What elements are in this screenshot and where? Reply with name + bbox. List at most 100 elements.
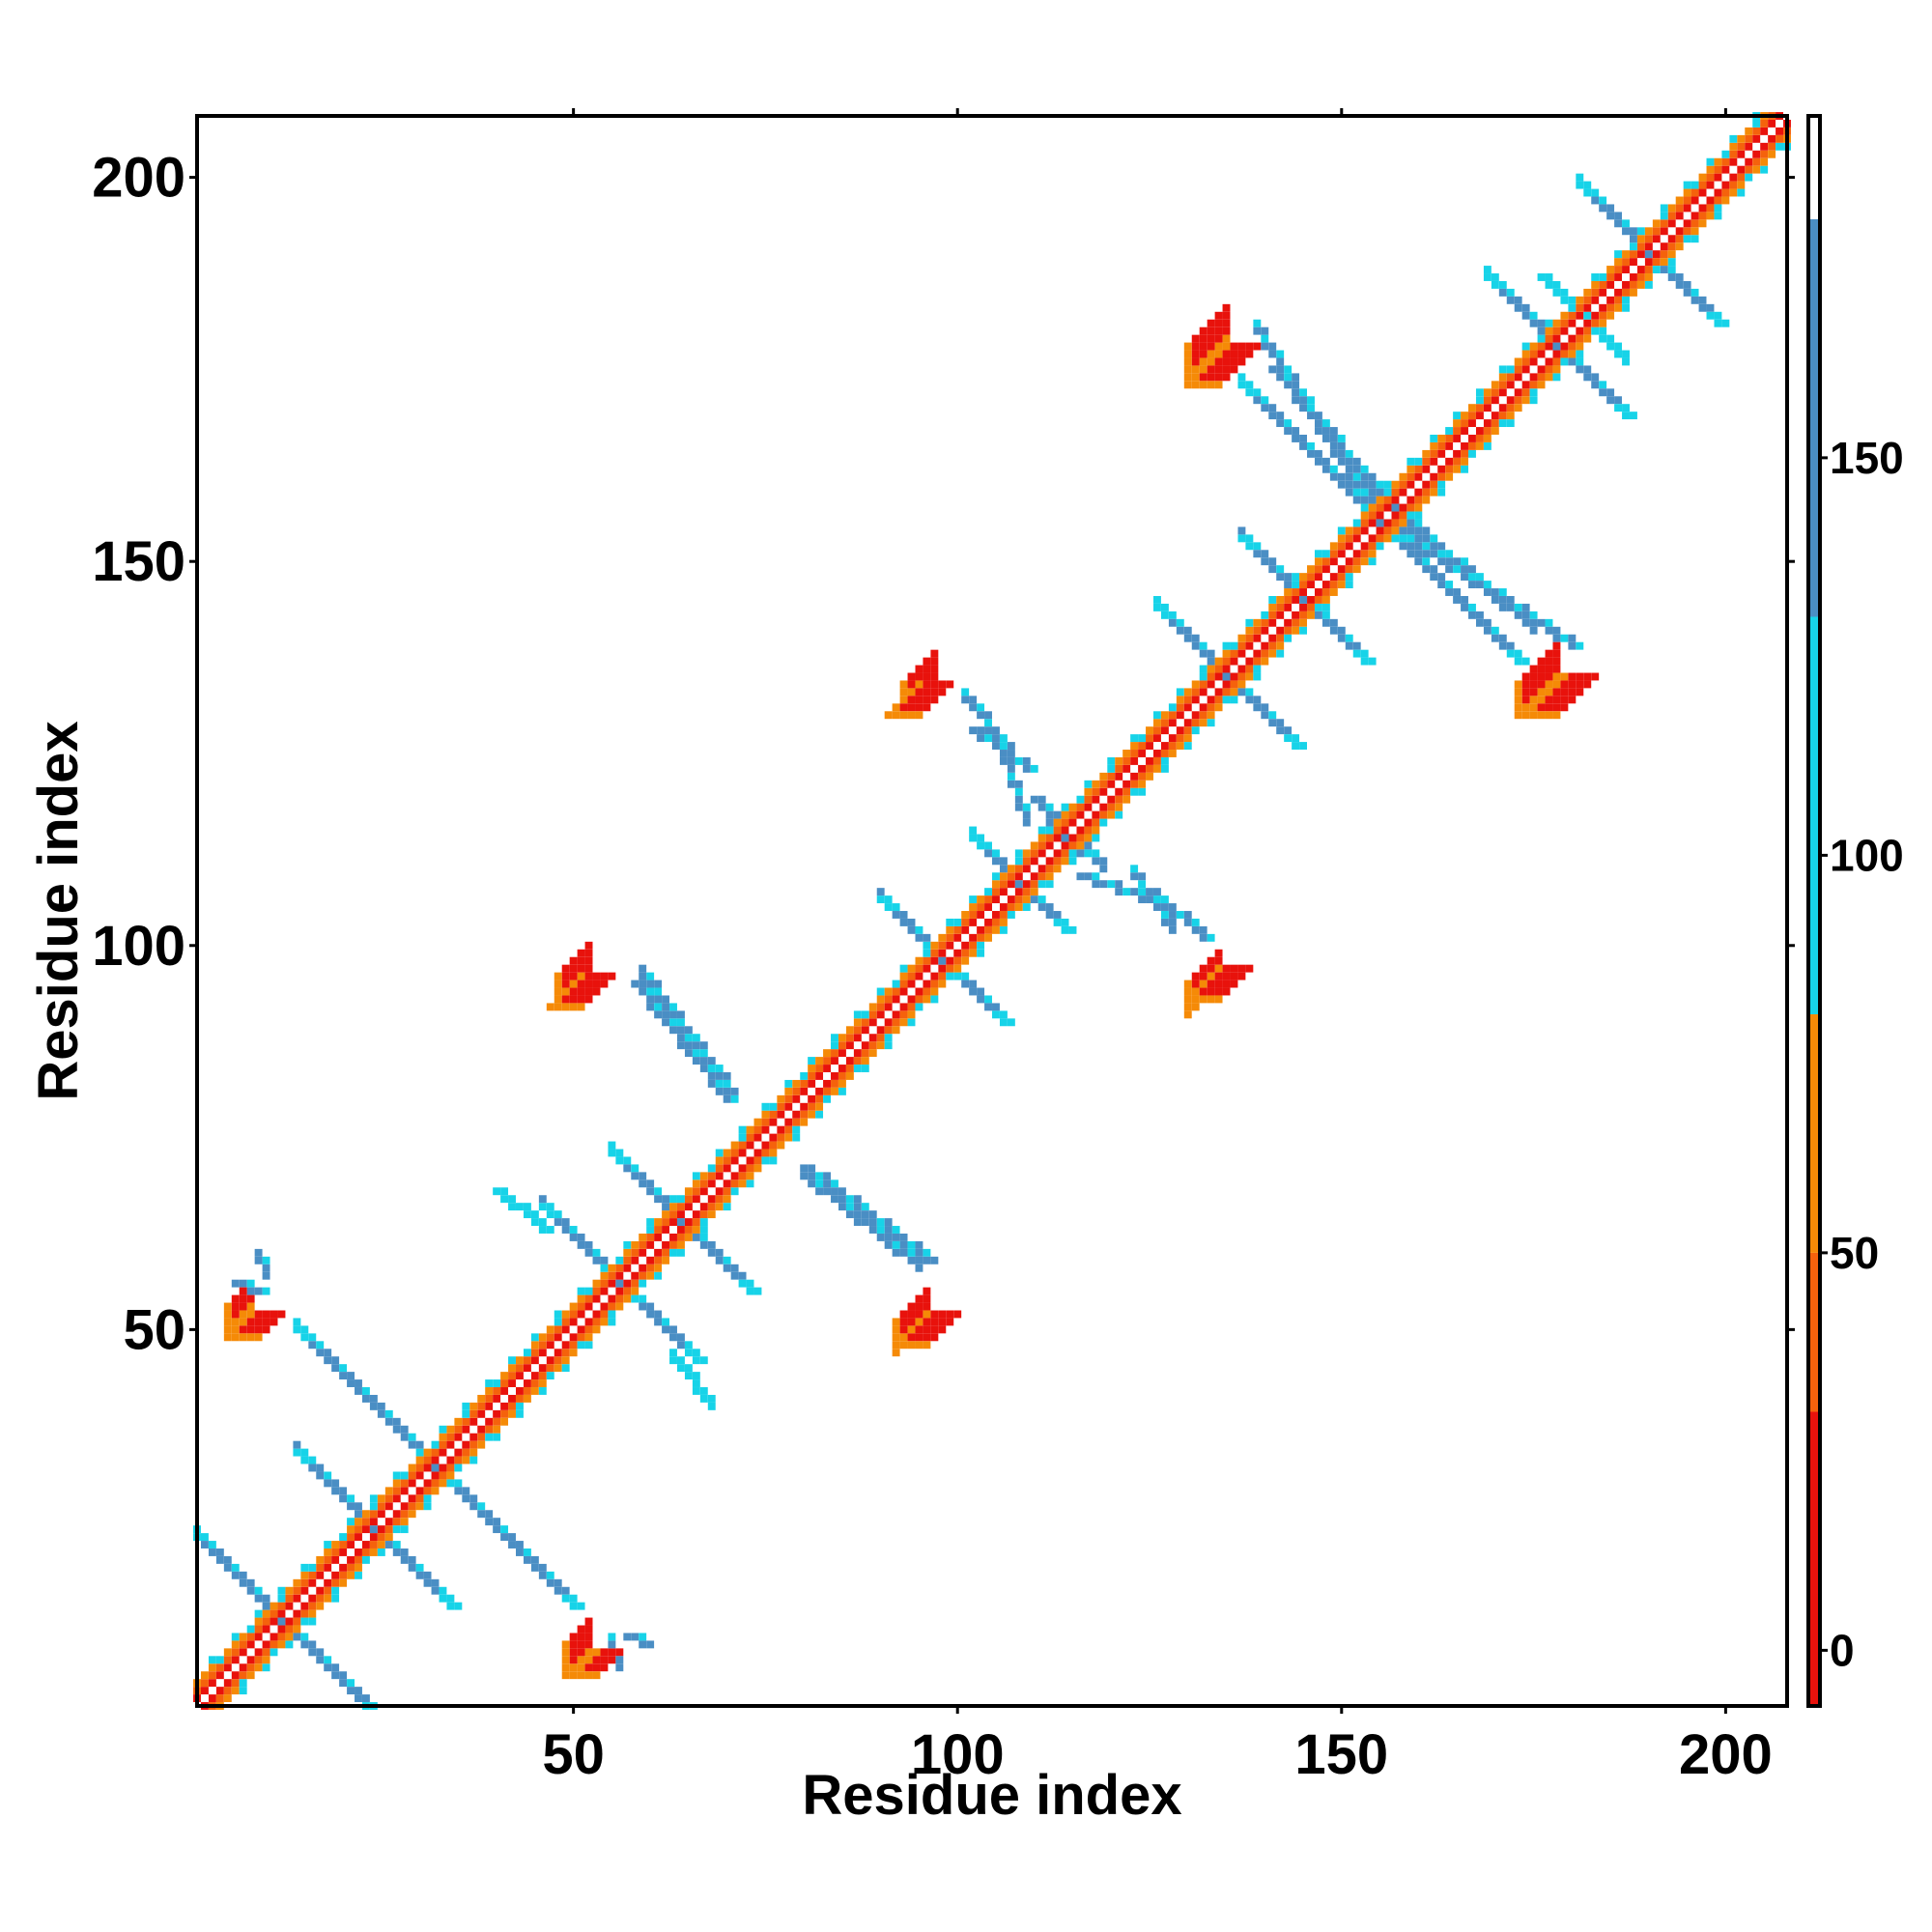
heatmap-cell [577,1310,585,1319]
heatmap-cell [938,680,947,689]
heatmap-cell [1053,818,1062,827]
heatmap-cell [1545,626,1553,635]
heatmap-cell [1292,596,1300,604]
heatmap-cell [1737,188,1746,197]
heatmap-cell [415,1456,424,1464]
heatmap-cell [1583,672,1592,681]
heatmap-cell [554,1218,562,1226]
heatmap-cell [923,949,931,957]
heatmap-cell [1491,427,1499,435]
heatmap-cell [262,1609,270,1618]
heatmap-cell [270,1640,278,1649]
heatmap-cell [1099,780,1108,788]
heatmap-cell [1007,895,1015,904]
heatmap-cell [730,1187,739,1196]
heatmap-cell [1253,696,1262,704]
heatmap-cell [1253,665,1262,673]
heatmap-cell [631,1240,639,1249]
heatmap-cell [1498,634,1507,642]
heatmap-cell [1591,327,1600,335]
heatmap-cell [1099,787,1108,796]
heatmap-cell [1183,634,1192,642]
heatmap-cell [423,1578,432,1587]
heatmap-cell [1776,142,1783,151]
heatmap-cell [723,1087,731,1095]
heatmap-cell [923,665,931,673]
heatmap-cell [999,734,1008,743]
heatmap-cell [1437,557,1446,566]
heatmap-cell [1214,350,1223,358]
heatmap-cell [316,1471,325,1480]
heatmap-cell [584,1318,593,1326]
heatmap-cell [200,1541,209,1548]
heatmap-cell [316,1349,325,1357]
heatmap-cell [823,1079,831,1088]
heatmap-cell [561,1310,570,1319]
heatmap-cell [899,987,908,996]
heatmap-cell [1491,396,1499,405]
heatmap-cell [262,1602,270,1610]
heatmap-cell [239,1318,247,1326]
heatmap-cell [1644,227,1653,236]
heatmap-cell [1337,573,1346,582]
heatmap-cell [600,1648,609,1657]
heatmap-cell [1437,542,1446,551]
heatmap-cell [1160,711,1169,720]
heatmap-cell [208,1541,216,1548]
heatmap-cell [923,987,931,996]
heatmap-cell [777,1133,785,1142]
heatmap-cell [1437,480,1446,489]
heatmap-cell [592,1648,601,1657]
heatmap-cell [1545,273,1553,281]
heatmap-cell [1453,412,1462,420]
heatmap-cell [1706,303,1715,312]
heatmap-cell [1630,235,1637,243]
heatmap-cell [1222,649,1231,658]
heatmap-cell [915,1294,923,1303]
heatmap-cell [1360,472,1369,481]
heatmap-cell [1468,441,1476,450]
heatmap-cell [608,1302,616,1311]
heatmap-cell [1092,780,1100,788]
heatmap-cell [1191,980,1200,988]
heatmap-cell [1461,412,1468,420]
heatmap-cell [1268,719,1277,727]
heatmap-cell [677,1210,685,1219]
heatmap-cell [1207,696,1215,704]
heatmap-cell [592,1325,601,1334]
heatmap-cell [324,1594,332,1603]
heatmap-cell [355,1571,362,1579]
heatmap-cell [1183,911,1192,919]
heatmap-cell [1276,641,1285,650]
heatmap-cell [1706,196,1715,205]
x-axis-title: Residue index [802,1764,1181,1827]
heatmap-cell [1099,857,1108,866]
heatmap-cell [984,918,992,926]
heatmap-cell [915,680,923,689]
heatmap-cell [1721,196,1730,205]
heatmap-cell [669,1003,677,1011]
heatmap-cell [730,1271,739,1280]
heatmap-cell [1422,565,1431,574]
heatmap-cell [1222,980,1231,988]
heatmap-cell [715,1072,724,1080]
heatmap-cell [831,1087,838,1095]
heatmap-cell [1560,672,1569,681]
heatmap-cell [815,1087,824,1095]
heatmap-cell [1368,557,1377,566]
heatmap-cell [600,972,609,980]
heatmap-cell [1230,350,1238,358]
heatmap-cell [654,1195,663,1204]
heatmap-cell [439,1425,447,1434]
heatmap-cell [554,1318,562,1326]
heatmap-cell [223,1318,232,1326]
heatmap-cell [746,1287,754,1295]
heatmap-cell [254,1318,263,1326]
heatmap-cell [1107,880,1116,889]
heatmap-cell [1529,665,1538,673]
heatmap-cell [654,1226,663,1234]
heatmap-cell [715,1156,724,1165]
heatmap-cell [1560,319,1569,327]
heatmap-cell [215,1694,224,1702]
heatmap-cell [984,925,992,934]
